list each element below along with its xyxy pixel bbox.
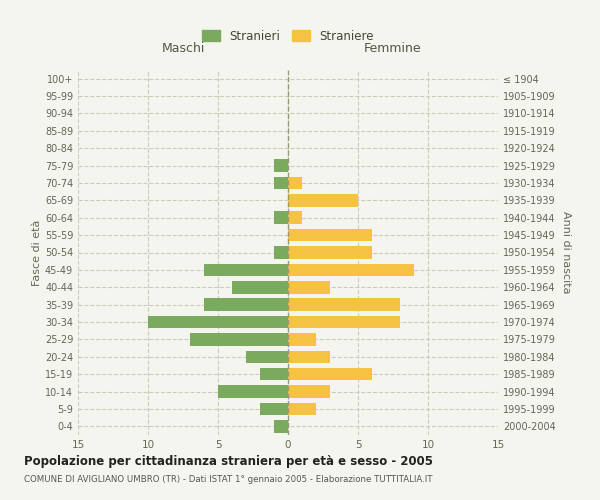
Bar <box>260 368 288 380</box>
Bar <box>288 386 330 398</box>
Bar <box>232 281 288 293</box>
Bar <box>288 281 330 293</box>
Bar <box>288 212 302 224</box>
Bar <box>288 246 372 259</box>
Bar <box>274 420 288 432</box>
Bar <box>190 333 288 345</box>
Bar <box>288 350 330 363</box>
Bar <box>288 229 372 241</box>
Y-axis label: Fasce di età: Fasce di età <box>32 220 42 286</box>
Bar <box>288 264 414 276</box>
Bar <box>288 176 302 189</box>
Bar <box>204 298 288 311</box>
Bar <box>288 333 316 345</box>
Legend: Stranieri, Straniere: Stranieri, Straniere <box>197 25 379 47</box>
Bar <box>218 386 288 398</box>
Bar <box>288 368 372 380</box>
Text: Maschi: Maschi <box>161 42 205 56</box>
Bar <box>288 298 400 311</box>
Text: COMUNE DI AVIGLIANO UMBRO (TR) - Dati ISTAT 1° gennaio 2005 - Elaborazione TUTTI: COMUNE DI AVIGLIANO UMBRO (TR) - Dati IS… <box>24 475 433 484</box>
Bar <box>288 194 358 206</box>
Bar <box>274 176 288 189</box>
Bar <box>274 160 288 172</box>
Bar <box>148 316 288 328</box>
Bar <box>274 246 288 259</box>
Text: Popolazione per cittadinanza straniera per età e sesso - 2005: Popolazione per cittadinanza straniera p… <box>24 455 433 468</box>
Bar <box>288 402 316 415</box>
Bar <box>274 212 288 224</box>
Text: Femmine: Femmine <box>364 42 422 56</box>
Bar <box>246 350 288 363</box>
Bar <box>260 402 288 415</box>
Bar <box>288 316 400 328</box>
Bar <box>204 264 288 276</box>
Y-axis label: Anni di nascita: Anni di nascita <box>561 211 571 294</box>
